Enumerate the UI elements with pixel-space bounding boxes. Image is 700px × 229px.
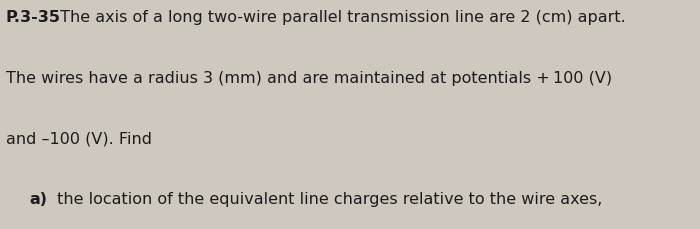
Text: The wires have a radius 3 (mm) and are maintained at potentials + 100 (V): The wires have a radius 3 (mm) and are m… bbox=[6, 71, 612, 86]
Text: the location of the equivalent line charges relative to the wire axes,: the location of the equivalent line char… bbox=[52, 192, 603, 207]
Text: The axis of a long two-wire parallel transmission line are 2 (cm) apart.: The axis of a long two-wire parallel tra… bbox=[55, 10, 626, 25]
Text: a): a) bbox=[29, 192, 48, 207]
Text: and –100 (V). Find: and –100 (V). Find bbox=[6, 132, 152, 147]
Text: P.3-35: P.3-35 bbox=[6, 10, 61, 25]
